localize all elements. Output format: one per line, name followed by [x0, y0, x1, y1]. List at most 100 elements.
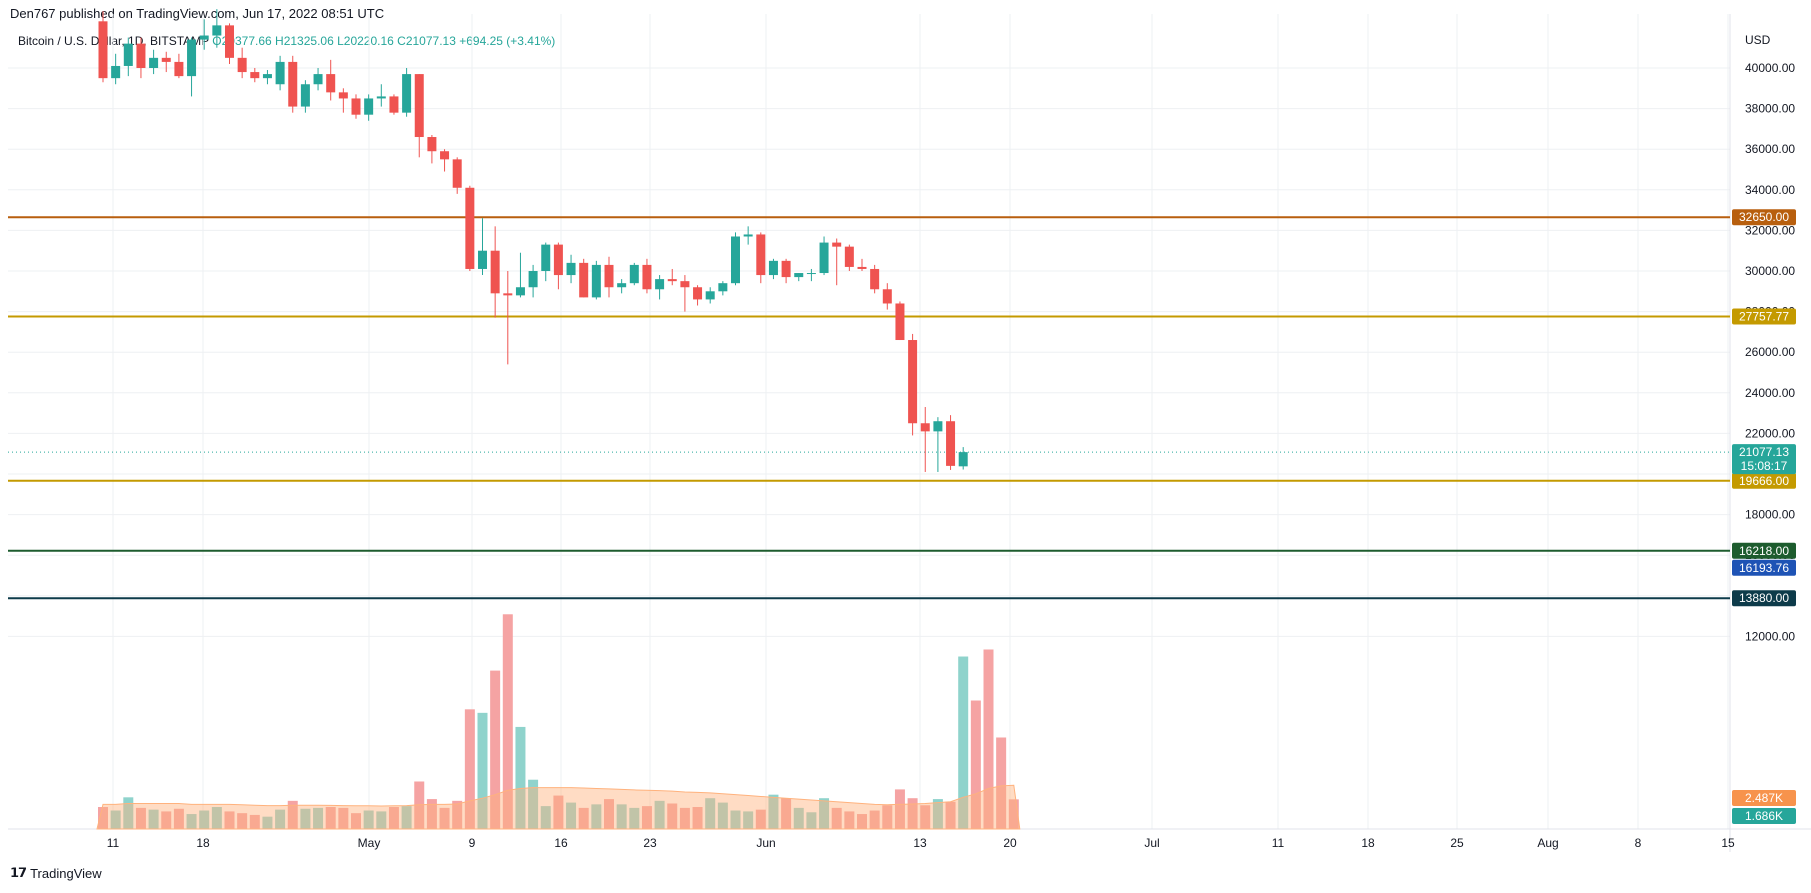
- legend-high: H21325.06: [275, 34, 334, 48]
- volume-bar: [781, 798, 792, 829]
- volume-bar: [464, 709, 475, 829]
- candle-body: [819, 242, 829, 274]
- volume-bar: [275, 809, 286, 829]
- price-tick-label: 38000.00: [1745, 102, 1795, 116]
- candle-body: [376, 96, 386, 99]
- volume-badge: 1.686K: [1745, 809, 1783, 823]
- candle-body: [250, 72, 260, 79]
- volume-bar: [755, 809, 766, 829]
- volume-badge-bg: [1732, 808, 1796, 824]
- time-tick-label: 18: [196, 836, 210, 850]
- candle-body: [364, 98, 374, 115]
- volume-bar: [920, 805, 931, 829]
- candle-body: [478, 250, 487, 269]
- horizontal-levels: [8, 216, 1730, 600]
- volume-bars: [98, 614, 1019, 829]
- time-tick-label: May: [358, 836, 381, 850]
- candle-body: [718, 283, 728, 292]
- candle-body: [490, 250, 500, 294]
- candle-body: [149, 57, 159, 68]
- candle-body: [123, 43, 133, 66]
- candle-body: [452, 159, 462, 188]
- legend-change: +694.25 (+3.41%): [459, 34, 556, 48]
- candle-body: [591, 264, 601, 298]
- price-tick-label: 30000.00: [1745, 264, 1795, 278]
- volume-bar: [970, 700, 981, 829]
- volume-bar: [578, 807, 589, 829]
- candle-body: [844, 246, 854, 267]
- time-tick-label: 9: [469, 836, 476, 850]
- volume-bar: [692, 807, 703, 829]
- last-price-badge-bg: [1732, 444, 1796, 475]
- level-badge-bg: [1732, 542, 1796, 559]
- candle-body: [731, 236, 740, 284]
- candle-body: [338, 92, 348, 99]
- candle-body: [920, 423, 930, 432]
- volume-bar: [110, 810, 121, 829]
- candle-body: [465, 187, 475, 269]
- volume-bar: [515, 726, 526, 829]
- volume-bar: [313, 807, 324, 829]
- volume-bar: [945, 801, 956, 829]
- candle-body: [98, 21, 108, 79]
- level-badge: 27757.77: [1739, 310, 1789, 324]
- volume-bar: [426, 799, 437, 829]
- candle-body: [857, 266, 867, 269]
- volume-bar: [502, 614, 513, 829]
- time-tick-label: 11: [107, 836, 120, 850]
- last-price-badge: 21077.13: [1739, 445, 1789, 459]
- volume-bar: [161, 811, 172, 829]
- time-tick-label: Jun: [756, 836, 775, 850]
- volume-bar: [262, 816, 273, 829]
- candle-body: [882, 289, 892, 304]
- candle-body: [604, 264, 614, 288]
- time-tick-label: Jul: [1144, 836, 1159, 850]
- candle-body: [427, 137, 437, 152]
- candle-body: [579, 262, 589, 298]
- price-tick-label: 40000.00: [1745, 61, 1795, 75]
- volume-bar: [376, 811, 387, 829]
- candle-body: [136, 43, 146, 68]
- time-tick-label: Aug: [1537, 836, 1558, 850]
- volume-bar: [211, 807, 222, 829]
- volume-bar: [591, 804, 602, 829]
- time-tick-label: 20: [1003, 836, 1017, 850]
- price-tick-label: 18000.00: [1745, 508, 1795, 522]
- candle-body: [553, 244, 563, 276]
- volume-bar: [743, 811, 754, 829]
- candlesticks: [98, 9, 968, 472]
- volume-bar: [224, 811, 235, 829]
- volume-bar: [819, 798, 830, 829]
- volume-bar: [414, 781, 425, 829]
- volume-bar: [629, 807, 640, 829]
- candle-body: [642, 264, 652, 290]
- volume-bar: [566, 802, 577, 829]
- candle-body: [958, 452, 968, 467]
- candle-body: [617, 283, 627, 288]
- candle-body: [667, 279, 677, 282]
- tradingview-brand[interactable]: TradingView: [30, 865, 102, 881]
- candle-body: [515, 287, 525, 296]
- volume-bar: [135, 807, 146, 829]
- volume-bar: [363, 810, 374, 829]
- level-badge: 16218.00: [1739, 544, 1789, 558]
- volume-bar: [667, 803, 678, 829]
- volume-bar: [907, 798, 918, 829]
- candle-body: [199, 35, 209, 40]
- candle-body: [870, 268, 880, 290]
- candle-body: [503, 293, 513, 296]
- candle-body: [528, 271, 538, 288]
- volume-bar: [490, 670, 501, 829]
- candle-body: [933, 421, 943, 432]
- candle-body: [402, 74, 412, 113]
- time-tick-label: 25: [1450, 836, 1464, 850]
- price-tick-label: 12000.00: [1745, 629, 1795, 643]
- candle-body: [212, 25, 222, 36]
- candle-body: [832, 242, 842, 247]
- volume-bar: [705, 798, 716, 829]
- legend-low: L20220.16: [337, 34, 394, 48]
- volume-bar: [186, 814, 197, 829]
- time-tick-label: 8: [1635, 836, 1642, 850]
- volume-bar: [882, 805, 893, 829]
